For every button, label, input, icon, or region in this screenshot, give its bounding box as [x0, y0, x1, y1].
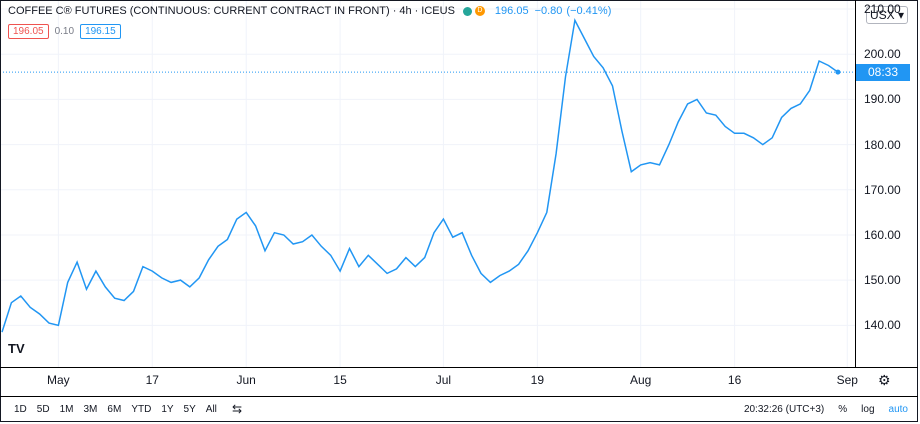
range-button-3m[interactable]: 3M — [83, 404, 98, 415]
x-tick-label: Sep — [836, 373, 858, 387]
ask-price[interactable]: 196.15 — [80, 24, 121, 39]
series-line — [1, 17, 839, 333]
x-tick-label: 15 — [333, 373, 347, 387]
last-point — [835, 69, 841, 75]
bottom-bar-divider — [0, 396, 918, 397]
x-tick-label: 17 — [145, 373, 159, 387]
legend-header[interactable]: COFFEE C® FUTURES (CONTINUOUS: CURRENT C… — [8, 5, 611, 17]
tradingview-logo: TV — [8, 341, 25, 356]
percent-scale-button[interactable]: % — [838, 404, 848, 415]
x-tick-label: May — [47, 373, 70, 387]
quote-row: 196.05 0.10 196.15 — [8, 24, 121, 39]
time-axis-divider — [0, 367, 918, 368]
scale-controls: 20:32:26 (UTC+3) % log auto — [744, 404, 908, 415]
spread: 0.10 — [54, 26, 75, 37]
separator: · — [414, 5, 419, 17]
y-tick-label: 190.00 — [864, 92, 901, 107]
y-tick-label: 210.00 — [864, 2, 901, 17]
date-range-icon[interactable]: ⇆ — [232, 402, 243, 416]
gear-icon[interactable]: ⚙ — [878, 372, 891, 388]
y-tick-label: 200.00 — [864, 47, 901, 62]
range-button-5y[interactable]: 5Y — [183, 404, 196, 415]
range-button-6m[interactable]: 6M — [107, 404, 122, 415]
clock[interactable]: 20:32:26 (UTC+3) — [743, 404, 825, 415]
x-tick-label: 16 — [727, 373, 742, 387]
range-button-1y[interactable]: 1Y — [161, 404, 174, 415]
x-tick-label: Jun — [236, 373, 256, 387]
range-button-1m[interactable]: 1M — [59, 404, 74, 415]
price-countdown-tag: 08:33 — [856, 63, 910, 81]
delay-badge[interactable]: D — [474, 6, 485, 16]
separator: · — [392, 5, 397, 17]
last-price: 196.05 — [494, 5, 529, 17]
interval[interactable]: 4h — [399, 5, 412, 17]
x-tick-label: Aug — [629, 373, 652, 387]
auto-scale-button[interactable]: auto — [888, 404, 908, 415]
currency-label: USX — [870, 8, 895, 22]
market-status-icon[interactable] — [462, 6, 472, 16]
y-tick-label: 150.00 — [864, 273, 901, 288]
price-change-pct: (−0.41%) — [566, 5, 612, 17]
price-axis-divider — [855, 0, 856, 368]
symbol-name[interactable]: COFFEE C® FUTURES (CONTINUOUS: CURRENT C… — [8, 5, 390, 17]
range-button-all[interactable]: All — [205, 404, 217, 415]
x-tick-label: 19 — [530, 373, 545, 387]
range-button-1d[interactable]: 1D — [14, 404, 27, 415]
y-tick-label: 170.00 — [864, 182, 901, 197]
time-range-bar: 1D 5D 1M 3M 6M YTD 1Y 5Y All — [14, 404, 217, 415]
y-tick-label: 140.00 — [864, 318, 901, 333]
x-tick-label: Jul — [435, 373, 452, 387]
y-tick-label: 160.00 — [864, 227, 901, 242]
range-button-5d[interactable]: 5D — [36, 404, 50, 415]
y-tick-label: 180.00 — [864, 137, 901, 152]
chart-grid — [0, 0, 855, 367]
currency-selector[interactable]: USX ▾ — [866, 6, 909, 24]
chevron-down-icon: ▾ — [894, 8, 905, 22]
log-scale-button[interactable]: log — [861, 404, 875, 415]
bid-price[interactable]: 196.05 — [8, 24, 49, 39]
range-button-ytd[interactable]: YTD — [131, 404, 152, 415]
exchange: ICEUS — [421, 5, 455, 17]
price-change: −0.80 — [534, 5, 563, 17]
